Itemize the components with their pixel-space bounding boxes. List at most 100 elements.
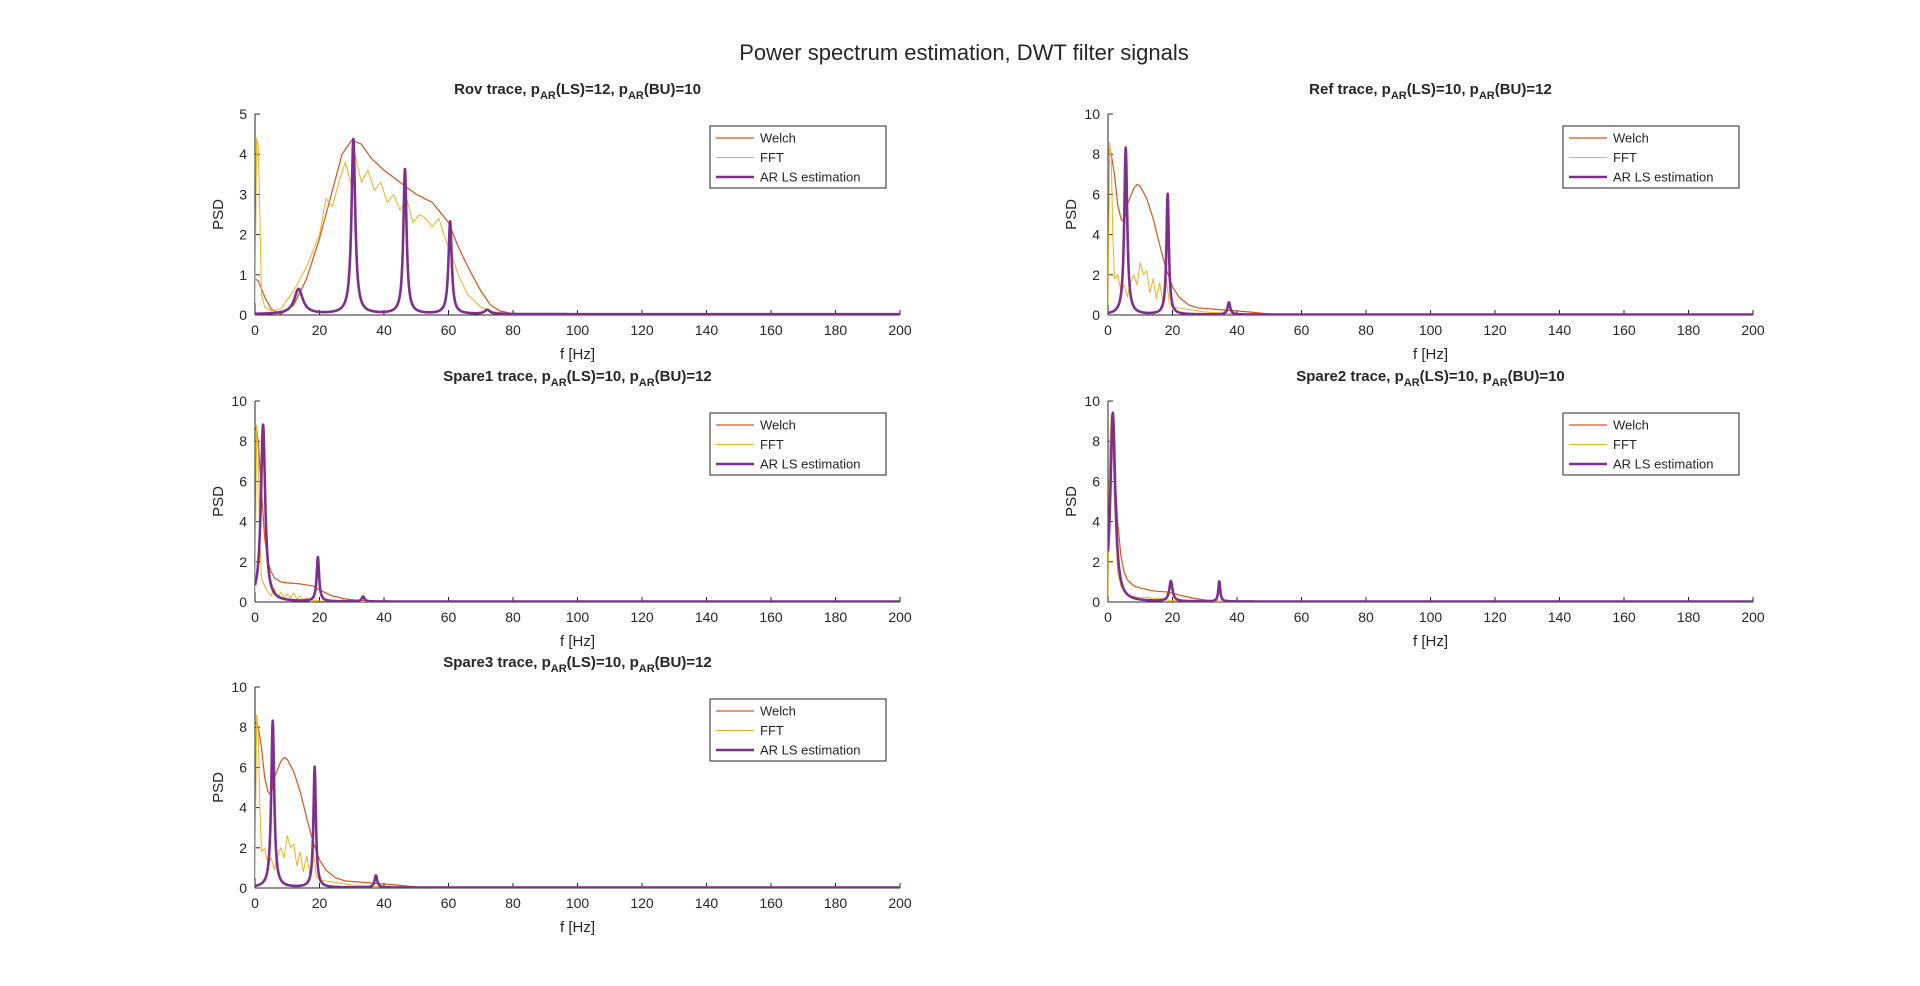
x-tick-label: 200 (888, 895, 912, 911)
series-line-ar-ls-estimation (255, 719, 900, 888)
y-tick-label: 0 (239, 307, 247, 323)
x-tick-label: 60 (1294, 609, 1310, 625)
x-tick-label: 200 (888, 322, 912, 338)
y-tick-label: 6 (1092, 473, 1100, 489)
y-tick-label: 8 (239, 433, 247, 449)
series-line-fft (1108, 141, 1753, 315)
x-tick-label: 20 (1165, 609, 1181, 625)
y-tick-label: 2 (239, 227, 247, 243)
x-tick-label: 100 (566, 895, 590, 911)
series-line-welch (255, 720, 900, 888)
y-tick-label: 8 (1092, 146, 1100, 162)
legend-label: AR LS estimation (1613, 457, 1713, 472)
y-tick-label: 2 (1092, 267, 1100, 283)
x-tick-label: 80 (505, 609, 521, 625)
y-axis-label: PSD (1063, 199, 1080, 230)
y-tick-label: 5 (239, 106, 247, 122)
x-tick-label: 20 (312, 322, 328, 338)
x-tick-label: 160 (1612, 322, 1636, 338)
y-tick-label: 8 (1092, 433, 1100, 449)
x-tick-label: 180 (1677, 609, 1701, 625)
x-tick-label: 120 (1483, 322, 1507, 338)
plot-area (255, 137, 900, 315)
x-tick-label: 120 (630, 322, 654, 338)
x-tick-label: 120 (630, 895, 654, 911)
y-tick-label: 3 (239, 186, 247, 202)
y-tick-label: 6 (239, 759, 247, 775)
legend: Welch FFT AR LS estimation (709, 412, 887, 476)
subplot-title: Ref trace, pAR(LS)=10, pAR(BU)=12 (1309, 81, 1552, 102)
legend-label: Welch (1613, 418, 1649, 433)
legend-label: AR LS estimation (760, 170, 860, 185)
x-tick-label: 140 (1548, 322, 1572, 338)
x-tick-label: 200 (1741, 609, 1765, 625)
x-tick-label: 40 (376, 609, 392, 625)
x-tick-label: 80 (505, 322, 521, 338)
y-tick-label: 10 (231, 393, 247, 409)
y-tick-label: 0 (1092, 307, 1100, 323)
x-tick-label: 40 (376, 895, 392, 911)
x-tick-label: 80 (1358, 609, 1374, 625)
y-axis-label: PSD (210, 199, 227, 230)
legend: Welch FFT AR LS estimation (709, 698, 887, 762)
x-tick-label: 0 (251, 609, 259, 625)
figure-title: Power spectrum estimation, DWT filter si… (739, 40, 1189, 65)
x-tick-label: 160 (759, 895, 783, 911)
subplot-title: Spare3 trace, pAR(LS)=10, pAR(BU)=12 (443, 654, 712, 675)
y-tick-label: 4 (239, 146, 247, 162)
legend-label: Welch (760, 131, 796, 146)
x-tick-label: 100 (1419, 609, 1443, 625)
y-axis-label: PSD (1063, 486, 1080, 517)
x-tick-label: 160 (759, 322, 783, 338)
x-axis-label: f [Hz] (560, 919, 595, 936)
y-tick-label: 1 (239, 267, 247, 283)
legend-label: Welch (760, 704, 796, 719)
x-tick-label: 100 (566, 322, 590, 338)
y-tick-label: 6 (1092, 186, 1100, 202)
series-line-ar-ls-estimation (255, 137, 900, 315)
plot-area (1108, 411, 1753, 602)
x-tick-label: 60 (441, 609, 457, 625)
subplot-title: Spare1 trace, pAR(LS)=10, pAR(BU)=12 (443, 368, 712, 389)
subplot-title: Spare2 trace, pAR(LS)=10, pAR(BU)=10 (1296, 368, 1565, 389)
subplot-spare1: 0 20 40 60 80 100 120 140 160 180 200 0 2 4 6 8 10 f [Hz]… (210, 368, 912, 650)
x-tick-label: 0 (251, 895, 259, 911)
y-tick-label: 10 (1084, 393, 1100, 409)
y-tick-label: 0 (1092, 594, 1100, 610)
legend-label: FFT (760, 723, 784, 738)
x-axis-label: f [Hz] (1413, 633, 1448, 650)
subplot-ref: 0 20 40 60 80 100 120 140 160 180 200 0 2 4 6 8 10 f [Hz]… (1063, 81, 1765, 363)
x-tick-label: 60 (441, 895, 457, 911)
x-tick-label: 60 (441, 322, 457, 338)
y-tick-label: 8 (239, 719, 247, 735)
x-tick-label: 160 (759, 609, 783, 625)
x-tick-label: 200 (888, 609, 912, 625)
y-tick-label: 0 (239, 594, 247, 610)
y-tick-label: 4 (1092, 227, 1100, 243)
x-tick-label: 140 (695, 609, 719, 625)
x-tick-label: 0 (251, 322, 259, 338)
series-line-ar-ls-estimation (255, 423, 900, 602)
x-tick-label: 0 (1104, 322, 1112, 338)
x-tick-label: 100 (1419, 322, 1443, 338)
y-tick-label: 2 (1092, 554, 1100, 570)
series-line-welch (1108, 147, 1753, 315)
x-tick-label: 180 (1677, 322, 1701, 338)
x-tick-label: 120 (1483, 609, 1507, 625)
x-tick-label: 0 (1104, 609, 1112, 625)
legend-label: FFT (760, 437, 784, 452)
legend-label: AR LS estimation (760, 457, 860, 472)
legend-label: FFT (1613, 150, 1637, 165)
y-tick-label: 10 (231, 679, 247, 695)
plot-area (255, 714, 900, 888)
x-tick-label: 60 (1294, 322, 1310, 338)
subplot-spare2: 0 20 40 60 80 100 120 140 160 180 200 0 2 4 6 8 10 f [Hz]… (1063, 368, 1765, 650)
legend-label: Welch (1613, 131, 1649, 146)
y-tick-label: 4 (1092, 514, 1100, 530)
x-tick-label: 140 (695, 322, 719, 338)
legend: Welch FFT AR LS estimation (709, 125, 887, 189)
y-tick-label: 4 (239, 800, 247, 816)
y-tick-label: 10 (1084, 106, 1100, 122)
legend-label: FFT (1613, 437, 1637, 452)
